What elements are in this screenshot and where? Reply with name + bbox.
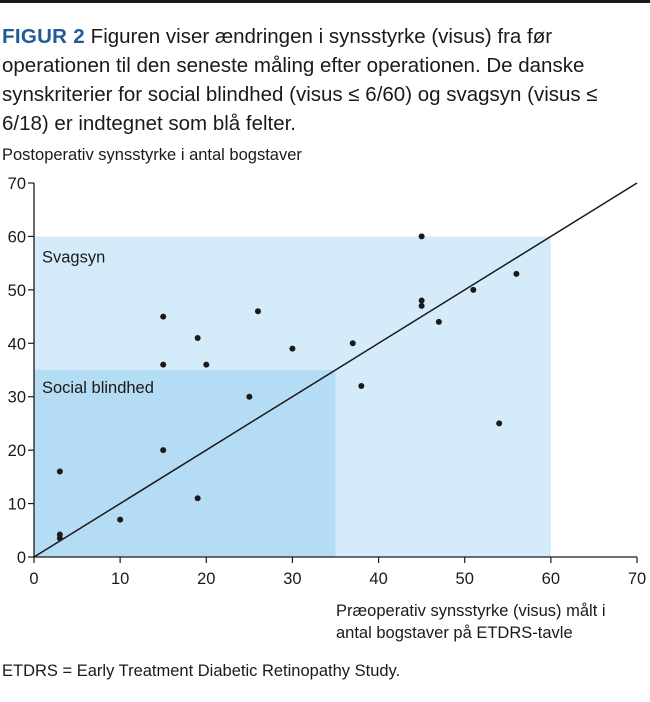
x-tick-label: 10 [111,570,129,588]
figure-label: FIGUR 2 [2,25,85,48]
top-rule [0,0,650,3]
y-tick-label: 50 [8,282,26,300]
data-point [56,468,63,475]
data-point [470,286,477,293]
data-point [203,361,210,368]
x-tick-label: 70 [628,570,646,588]
data-point [289,345,296,352]
data-point [496,420,503,427]
data-point [160,447,167,454]
data-point [435,318,442,325]
social-blindhed-region-label: Social blindhed [42,379,154,397]
data-point [358,383,365,390]
data-point [513,270,520,277]
x-tick-label: 50 [456,570,474,588]
footnote: ETDRS = Early Treatment Diabetic Retinop… [2,662,401,680]
y-tick-label: 60 [8,228,26,246]
identity-reference-line [33,182,638,558]
figure-caption: FIGUR 2 Figuren viser ændringen i synsst… [2,22,642,138]
x-tick-label: 0 [29,570,38,588]
caption-text: Figuren viser ændringen i synsstyrke (vi… [2,25,598,135]
x-tick-label: 60 [542,570,560,588]
x-axis-label-line-2: antal bogstaver på ETDRS-tavle [336,624,573,642]
data-point [418,297,425,304]
data-point [194,495,201,502]
data-point [418,302,425,309]
data-point [254,308,261,315]
x-tick-label: 20 [197,570,215,588]
x-axis-label: Præoperativ synsstyrke (visus) målt i an… [336,600,606,644]
x-tick-label: 30 [283,570,301,588]
data-point [160,361,167,368]
y-tick-label: 30 [8,389,26,407]
y-tick-label: 20 [8,442,26,460]
data-point [246,393,253,400]
svagsyn-region-label: Svagsyn [42,248,105,266]
axes: 0 10 20 30 40 50 60 70 0 10 20 30 40 50 60 70 [8,175,647,588]
data-points [56,233,520,542]
y-tick-label: 70 [8,175,26,193]
data-point [117,516,124,523]
y-tick-label: 0 [17,549,26,567]
data-point [418,233,425,240]
x-axis-label-line-1: Præoperativ synsstyrke (visus) målt i [336,602,606,620]
y-axis-label: Postoperativ synsstyrke i antal bogstave… [2,146,302,164]
y-tick-label: 40 [8,335,26,353]
data-point [349,340,356,347]
data-point [160,313,167,320]
x-tick-label: 40 [369,570,387,588]
data-point [194,334,201,341]
y-tick-label: 10 [8,496,26,514]
data-point [56,531,63,538]
